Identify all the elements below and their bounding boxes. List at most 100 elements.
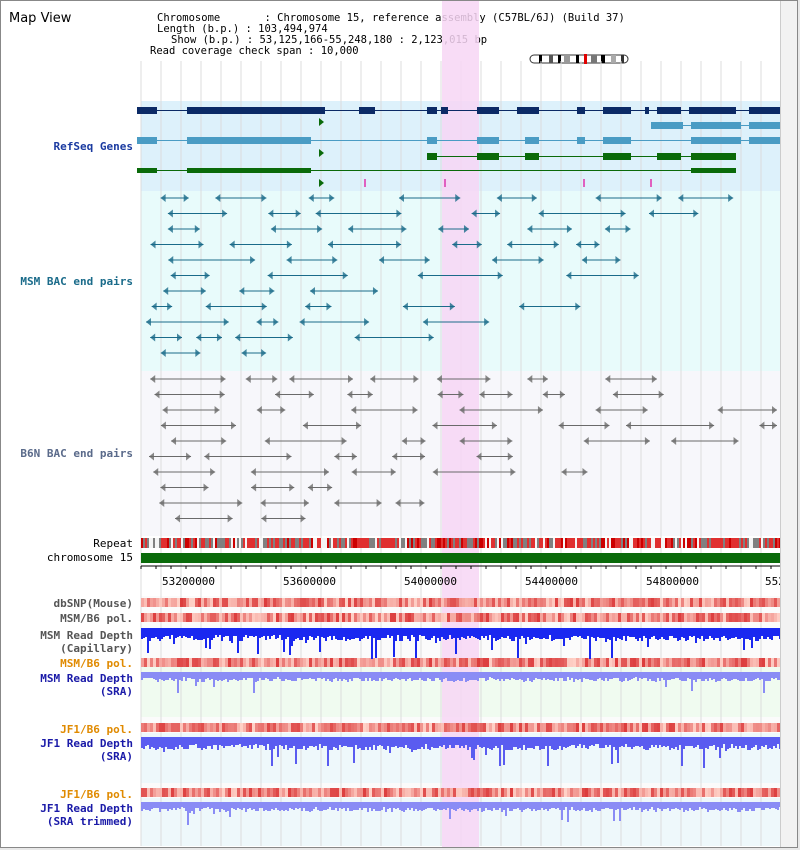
vertical-scrollbar[interactable]	[780, 1, 797, 847]
depth-bar	[499, 737, 501, 766]
chromosome-ideogram[interactable]	[529, 53, 629, 67]
heat-cell	[327, 723, 330, 732]
heat-cell	[564, 723, 567, 732]
depth-bar	[279, 737, 281, 745]
depth-bar	[221, 672, 223, 681]
track-label-repeat[interactable]: Repeat	[93, 537, 133, 550]
repeat-element	[243, 538, 245, 548]
depth-bar	[769, 802, 771, 809]
depth-bar	[493, 672, 495, 679]
heat-cell	[609, 598, 612, 607]
depth-bar	[575, 628, 577, 636]
depth-bar	[729, 672, 731, 681]
heat-cell	[726, 598, 729, 607]
heat-cell	[447, 723, 450, 732]
track-label-msm-b6-pol-1[interactable]: MSM/B6 pol.	[60, 612, 133, 625]
depth-bar	[325, 628, 327, 641]
depth-bar	[549, 802, 551, 809]
depth-bar	[207, 672, 209, 678]
track-label-jf1-depth-trimmed[interactable]: JF1 Read Depth (SRA trimmed)	[40, 802, 133, 828]
depth-bar	[199, 737, 201, 748]
heat-cell	[213, 598, 216, 607]
repeat-element	[301, 538, 303, 548]
depth-bar	[483, 737, 485, 747]
depth-bar	[455, 802, 457, 811]
depth-bar	[195, 802, 197, 808]
heat-cell	[468, 723, 471, 732]
depth-bar	[177, 737, 179, 749]
track-label-msm-depth-sra[interactable]: MSM Read Depth (SRA)	[40, 672, 133, 698]
depth-bar	[771, 672, 773, 678]
depth-bar	[287, 672, 289, 680]
heat-cell	[174, 598, 177, 607]
depth-bar	[307, 737, 309, 748]
depth-bar	[157, 737, 159, 749]
depth-bar	[425, 628, 427, 639]
heat-cell	[261, 723, 264, 732]
depth-bar	[591, 737, 593, 745]
heat-cell	[771, 598, 774, 607]
depth-bar	[705, 737, 707, 748]
depth-bar	[297, 737, 299, 749]
depth-bar	[211, 737, 213, 749]
depth-bar	[545, 628, 547, 639]
heat-cell	[687, 613, 690, 622]
heat-cell	[372, 598, 375, 607]
heat-cell	[663, 723, 666, 732]
depth-bar	[761, 802, 763, 810]
heat-cell	[429, 788, 432, 797]
track-label-msm-bac[interactable]: MSM BAC end pairs	[20, 275, 133, 288]
track-label-msm-depth-capillary[interactable]: MSM Read Depth (Capillary)	[40, 629, 133, 655]
track-label-msm-b6-pol-2[interactable]: MSM/B6 pol.	[60, 657, 133, 670]
repeat-element	[315, 538, 317, 548]
heat-cell	[570, 613, 573, 622]
heat-cell	[630, 788, 633, 797]
repeat-element	[477, 538, 479, 548]
depth-bar	[609, 628, 611, 640]
depth-bar	[767, 802, 769, 808]
track-label-jf1-b6-pol-1[interactable]: JF1/B6 pol.	[60, 723, 133, 736]
heat-cell	[375, 658, 378, 667]
depth-bar	[389, 737, 391, 753]
track-label-dbsnp[interactable]: dbSNP(Mouse)	[53, 597, 133, 610]
track-label-chromosome[interactable]: chromosome 15	[46, 551, 133, 564]
repeat-element	[327, 538, 329, 548]
heat-cell	[612, 613, 615, 622]
depth-bar	[385, 672, 387, 678]
track-label-jf1-b6-pol-2[interactable]: JF1/B6 pol.	[60, 788, 133, 801]
depth-bar	[265, 672, 267, 678]
depth-bar	[699, 802, 701, 807]
heat-cell	[174, 613, 177, 622]
track-label-jf1-depth-sra[interactable]: JF1 Read Depth (SRA)	[40, 737, 133, 763]
heat-cell	[225, 613, 228, 622]
depth-bar	[447, 802, 449, 808]
heat-cell	[696, 613, 699, 622]
bac-end	[367, 390, 373, 399]
depth-bar	[497, 737, 499, 748]
heat-cell	[618, 598, 621, 607]
depth-bar	[395, 802, 397, 809]
chromosome-label: Chromosome	[157, 12, 221, 24]
depth-bar	[507, 802, 509, 808]
bac-end	[302, 421, 308, 430]
heat-cell	[525, 788, 528, 797]
heat-cell	[477, 598, 480, 607]
heat-cell	[669, 598, 672, 607]
depth-bar	[537, 628, 539, 638]
depth-bar	[335, 802, 337, 808]
track-label-refseq[interactable]: RefSeq Genes	[53, 140, 133, 153]
heat-cell	[708, 723, 711, 732]
heat-cell	[684, 723, 687, 732]
depth-bar	[491, 628, 493, 650]
depth-bar	[483, 672, 485, 678]
repeat-element	[525, 538, 527, 548]
bac-end	[772, 421, 777, 430]
heat-cell	[723, 788, 726, 797]
heat-cell	[240, 658, 243, 667]
heat-cell	[429, 723, 432, 732]
track-label-b6n-bac[interactable]: B6N BAC end pairs	[20, 447, 133, 460]
heat-cell	[549, 598, 552, 607]
depth-bar	[487, 802, 489, 810]
heat-cell	[753, 723, 756, 732]
